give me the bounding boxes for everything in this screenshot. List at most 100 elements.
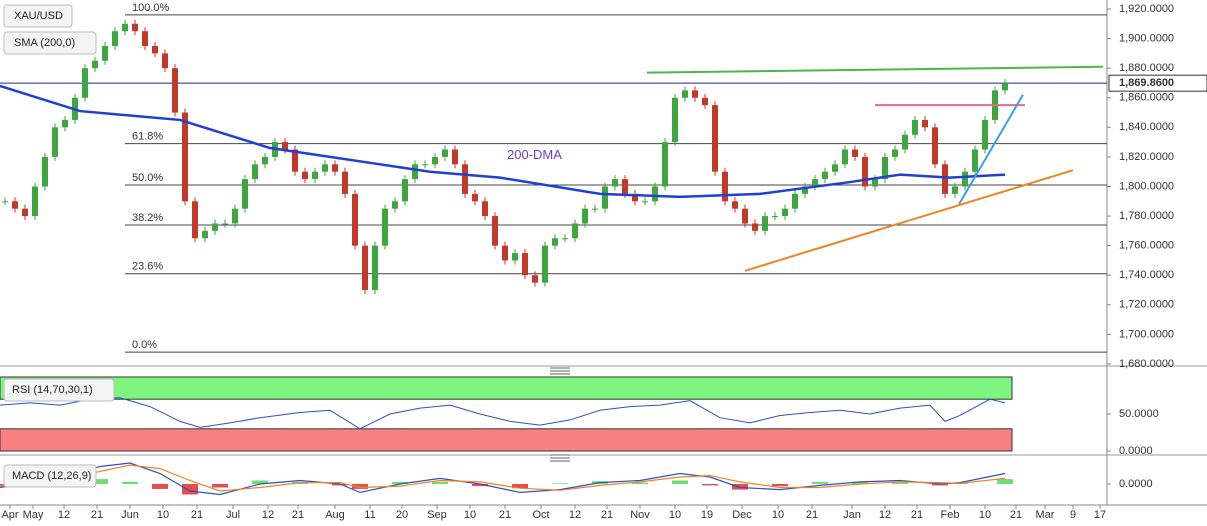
candle <box>942 164 948 194</box>
x-tick-label: Oct <box>532 509 549 521</box>
x-tick-label: 21 <box>292 509 304 521</box>
candle <box>132 23 138 32</box>
candle <box>932 127 938 165</box>
indicator-box[interactable] <box>3 31 97 55</box>
x-tick-label: Aug <box>325 509 345 521</box>
candle <box>982 119 988 150</box>
candle <box>892 149 898 157</box>
fib-label: 100.0% <box>132 2 170 14</box>
candle <box>152 45 158 54</box>
candle <box>522 253 528 276</box>
macd-box[interactable] <box>3 464 97 488</box>
sma-label: 200-DMA <box>507 147 562 162</box>
candle <box>882 156 888 180</box>
macd-line <box>0 462 1006 496</box>
candle <box>872 179 878 187</box>
symbol-box[interactable] <box>3 4 73 28</box>
macd-histogram-bar <box>672 480 688 484</box>
y-tick-label: 1,720.0000 <box>1119 299 1174 311</box>
candle <box>822 171 828 180</box>
macd-line <box>0 464 1006 492</box>
y-tick-label: 1,820.0000 <box>1119 151 1174 163</box>
resize-handle[interactable] <box>550 454 570 462</box>
x-tick-label: 9 <box>1070 509 1076 521</box>
candle <box>802 186 808 194</box>
candle <box>582 208 588 224</box>
candle <box>902 134 908 150</box>
x-tick-label: 21 <box>91 509 103 521</box>
macd-histogram-bar <box>852 481 868 484</box>
candle <box>502 245 508 261</box>
rsi-line <box>0 397 1006 430</box>
macd-histogram-bar <box>472 484 488 487</box>
candle <box>492 216 498 246</box>
fib-label: 61.8% <box>132 131 163 143</box>
candle <box>192 201 198 239</box>
candle <box>962 171 968 187</box>
x-tick-label: 10 <box>157 509 169 521</box>
macd-histogram-bar <box>512 484 528 489</box>
macd-histogram-bar <box>812 481 828 484</box>
candle <box>742 208 748 224</box>
candle <box>212 223 218 231</box>
y-tick-label: 1,920.0000 <box>1119 3 1174 15</box>
x-tick-label: 21 <box>191 509 203 521</box>
candle <box>162 53 168 69</box>
candle <box>712 105 718 172</box>
candle <box>652 186 658 202</box>
candle <box>332 164 338 172</box>
candle <box>642 201 648 203</box>
last-price-box <box>1108 74 1207 92</box>
fib-label: 23.6% <box>132 261 163 273</box>
x-tick-label: Mar <box>1036 509 1055 521</box>
candle <box>182 112 188 202</box>
candle <box>82 68 88 98</box>
candle <box>622 179 628 194</box>
y-tick-label: 0.0000 <box>1119 478 1153 490</box>
candle <box>432 156 438 165</box>
candle <box>842 149 848 165</box>
rsi-band <box>0 428 1013 452</box>
candle <box>232 208 238 224</box>
x-tick-label: 10 <box>464 509 476 521</box>
candle <box>482 201 488 217</box>
macd-histogram-bar <box>432 481 448 484</box>
candle <box>442 149 448 157</box>
candle <box>542 245 548 283</box>
x-tick-label: 10 <box>669 509 681 521</box>
candle <box>12 201 18 209</box>
y-tick-label: 1,860.0000 <box>1119 92 1174 104</box>
trend-line <box>646 65 1104 74</box>
rsi-band <box>0 376 1013 400</box>
x-tick-label: 21 <box>911 509 923 521</box>
candle <box>722 171 728 202</box>
candle <box>382 208 388 246</box>
x-tick-label: Jun <box>121 509 139 521</box>
y-tick-label: 0.0000 <box>1119 445 1153 457</box>
macd-histogram-bar <box>732 484 748 490</box>
x-tick-label: 20 <box>396 509 408 521</box>
rsi-box[interactable] <box>3 378 115 402</box>
x-tick-label: 12 <box>58 509 70 521</box>
y-tick-label: 50.0000 <box>1119 408 1159 420</box>
candle <box>252 164 258 180</box>
x-tick-label: Jul <box>226 509 240 521</box>
x-tick-label: 21 <box>1010 509 1022 521</box>
candle <box>862 156 868 187</box>
candle <box>312 171 318 180</box>
x-tick-label: 12 <box>569 509 581 521</box>
candle <box>2 201 8 203</box>
x-tick-label: 11 <box>364 509 375 521</box>
candle <box>392 201 398 209</box>
resize-handle[interactable] <box>550 367 570 375</box>
candle <box>112 31 118 46</box>
x-tick-label: 19 <box>701 509 713 521</box>
macd-histogram-bar <box>392 481 408 484</box>
macd-histogram-bar <box>997 479 1013 484</box>
x-tick-label: 10 <box>772 509 784 521</box>
sma-line <box>0 84 1006 199</box>
candle <box>572 223 578 239</box>
rsi-label: RSI (14,70,30,1) <box>12 384 93 396</box>
candle <box>692 90 698 98</box>
candle <box>282 142 288 150</box>
